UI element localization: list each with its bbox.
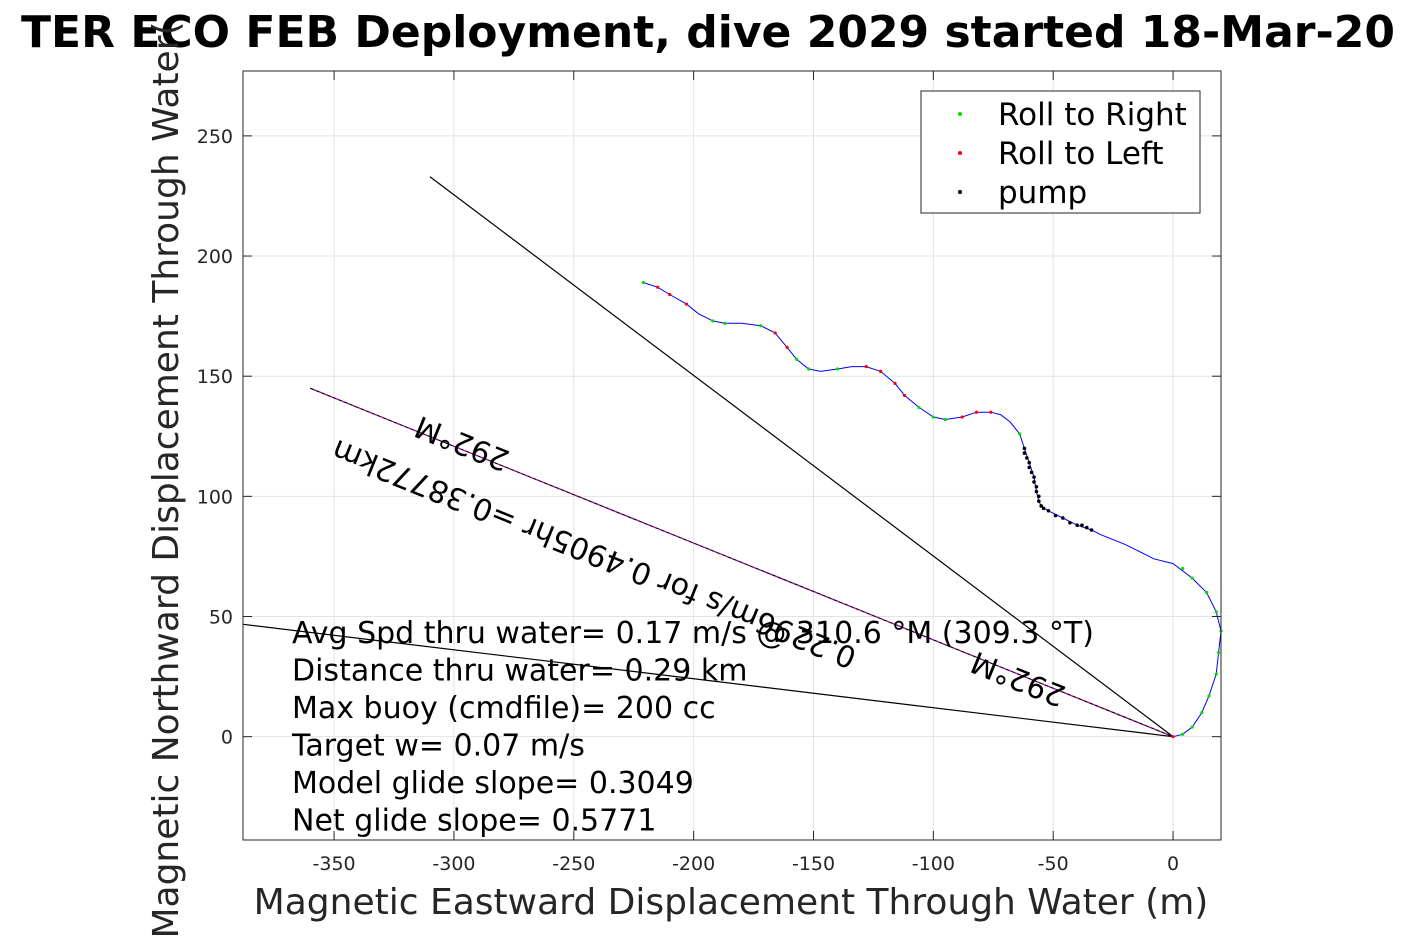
dive-stats: Avg Spd thru water= 0.17 m/s @ 310.6 °M … <box>291 616 1094 839</box>
pump-point <box>1089 528 1094 532</box>
pump-point <box>1034 489 1039 494</box>
reference-lines <box>243 176 1174 738</box>
pump-point <box>1034 484 1039 489</box>
legend-marker <box>958 151 962 155</box>
y-tick-label: 100 <box>197 486 233 508</box>
pump-point <box>1029 470 1034 475</box>
pump-point <box>1022 451 1027 455</box>
stat-line: Net glide slope= 0.5771 <box>292 804 656 839</box>
track-line <box>643 282 1222 738</box>
pump-point <box>1084 525 1089 530</box>
model-line <box>309 387 1174 738</box>
axis-ticks: -350 -300 -250 -200 -150 -100 -50 0 0 50 100 150 200… <box>197 71 1221 875</box>
roll-right-point <box>943 417 947 422</box>
y-tick-label: 250 <box>197 126 233 148</box>
pump-point <box>1027 460 1032 465</box>
roll-left-point <box>773 331 777 335</box>
legend-label: pump <box>998 175 1087 211</box>
y-tick-label: 200 <box>197 246 233 268</box>
chart-title: TER ECO FEB Deployment, dive 2029 starte… <box>21 7 1395 58</box>
x-tick-label: -100 <box>912 853 955 875</box>
pump-point <box>1025 456 1029 460</box>
roll-right-point <box>1207 694 1211 698</box>
roll-right-point <box>1190 576 1194 580</box>
stat-line: Target w= 0.07 m/s <box>291 729 585 764</box>
roll-left-point <box>1171 735 1175 739</box>
roll-left-point <box>989 410 993 414</box>
roll-left-point <box>668 292 672 297</box>
roll-right-point <box>917 405 921 410</box>
pump-point <box>1068 520 1072 525</box>
x-tick-label: -200 <box>672 853 715 875</box>
roll-left-point <box>879 369 883 373</box>
x-axis-label: Magnetic Eastward Displacement Through W… <box>254 882 1209 923</box>
plot-frame <box>242 70 1222 841</box>
roll-left-point <box>785 345 789 349</box>
pump-point <box>1046 508 1051 513</box>
y-tick-label: 50 <box>209 607 233 629</box>
pump-point <box>1022 446 1027 451</box>
pump-point <box>1027 465 1032 470</box>
pump-point <box>1032 475 1036 479</box>
roll-left-point <box>902 393 907 398</box>
roll-right-point <box>1181 732 1185 736</box>
stat-line: Max buoy (cmdfile)= 200 cc <box>292 691 716 726</box>
roll-right-point <box>1200 711 1204 715</box>
roll-right-point <box>723 321 727 325</box>
roll-left-point <box>656 285 660 289</box>
roll-right-point <box>759 324 763 328</box>
y-tick-label: 0 <box>221 727 233 749</box>
pump-point <box>1080 523 1084 527</box>
roll-left-point <box>960 415 964 419</box>
roll-right-point <box>1018 432 1022 436</box>
roll-right-point <box>641 280 645 285</box>
pump-point <box>1053 513 1058 518</box>
roll-left-point <box>974 410 979 414</box>
roll-right-point <box>1190 725 1194 729</box>
track-points <box>641 280 1223 739</box>
roll-right-point <box>1214 672 1218 676</box>
roll-right-point <box>1214 610 1218 614</box>
x-tick-label: 0 <box>1167 853 1179 875</box>
roll-right-point <box>1181 566 1185 571</box>
legend-label: Roll to Left <box>998 136 1164 172</box>
pump-point <box>1060 516 1065 520</box>
legend-box <box>920 90 1201 214</box>
pump-point <box>1075 523 1079 527</box>
roll-right-point <box>835 367 840 371</box>
y-tick-label: 150 <box>197 366 233 388</box>
roll-right-point <box>1205 590 1209 595</box>
roll-right-point <box>711 319 715 323</box>
heading-line <box>429 176 1174 738</box>
x-tick-label: -350 <box>313 853 356 875</box>
y-axis-label: Magnetic Northward Displacement Through … <box>146 21 187 938</box>
roll-right-point <box>807 367 811 371</box>
pump-point <box>1037 494 1041 499</box>
x-tick-label: -300 <box>432 853 475 875</box>
legend-marker <box>958 112 962 116</box>
pump-point <box>1039 504 1044 508</box>
stat-line: Avg Spd thru water= 0.17 m/s @ 310.6 °M … <box>292 616 1094 651</box>
stat-line: Distance thru water= 0.29 km <box>292 654 747 689</box>
pump-point <box>1032 480 1036 484</box>
roll-right-point <box>1217 650 1221 655</box>
roll-left-point <box>864 364 868 369</box>
x-tick-label: -50 <box>1038 853 1069 875</box>
roll-left-point <box>684 302 689 306</box>
legend-marker <box>958 190 962 194</box>
x-tick-label: -150 <box>792 853 835 875</box>
x-tick-label: -250 <box>552 853 595 875</box>
heading-line <box>243 623 1174 738</box>
roll-right-point <box>795 357 799 361</box>
pump-point <box>1041 506 1046 511</box>
glider-track <box>643 282 1222 738</box>
stat-line: Model glide slope= 0.3049 <box>292 766 694 801</box>
pump-point <box>1037 499 1041 503</box>
roll-left-point <box>893 381 897 386</box>
roll-right-point <box>931 415 935 419</box>
legend-label: Roll to Right <box>998 97 1187 133</box>
